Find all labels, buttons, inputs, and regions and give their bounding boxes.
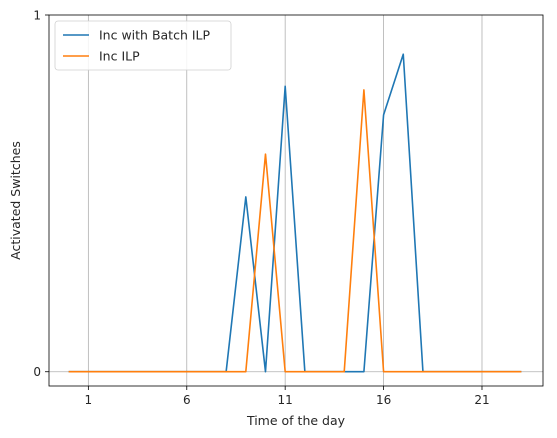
series-lines [68, 53, 522, 373]
grid [49, 15, 543, 386]
x-tick-label: 16 [376, 393, 391, 407]
x-tick-label: 11 [278, 393, 293, 407]
x-tick-label: 21 [474, 393, 489, 407]
y-tick-label: 1 [33, 9, 41, 23]
legend-label-1: Inc ILP [99, 49, 140, 64]
legend-label-0: Inc with Batch ILP [99, 28, 211, 43]
series-line-0 [68, 53, 522, 373]
y-tick-label: 0 [33, 365, 41, 379]
series-line-1 [68, 89, 522, 373]
x-tick-label: 6 [183, 393, 191, 407]
plot-frame [48, 14, 544, 387]
y-axis-label: Activated Switches [8, 141, 23, 260]
legend-box [54, 20, 232, 71]
x-axis-label: Time of the day [246, 413, 346, 428]
x-tick-label: 1 [85, 393, 93, 407]
legend: Inc with Batch ILP Inc ILP [54, 20, 232, 71]
